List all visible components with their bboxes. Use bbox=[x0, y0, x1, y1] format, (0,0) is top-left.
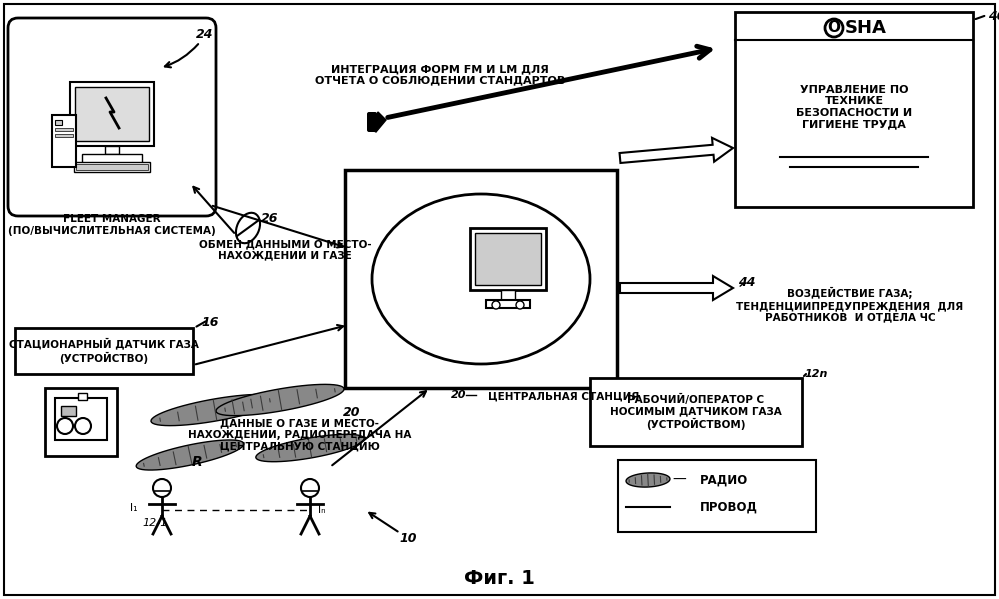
Bar bbox=[76, 164, 148, 170]
Polygon shape bbox=[626, 473, 670, 487]
Bar bbox=[78, 393, 87, 400]
Text: —: — bbox=[672, 473, 685, 487]
Bar bbox=[75, 87, 149, 141]
Text: SHA: SHA bbox=[845, 19, 887, 37]
Text: 12n: 12n bbox=[805, 369, 828, 379]
Text: 20: 20 bbox=[451, 390, 466, 400]
Circle shape bbox=[301, 479, 319, 497]
Circle shape bbox=[516, 301, 524, 309]
Circle shape bbox=[57, 418, 73, 434]
Bar bbox=[55, 120, 62, 125]
Text: УПРАВЛЕНИЕ ПО
ТЕХНИКЕ
БЕЗОПАСНОСТИ И
ГИГИЕНЕ ТРУДА: УПРАВЛЕНИЕ ПО ТЕХНИКЕ БЕЗОПАСНОСТИ И ГИГ… bbox=[796, 84, 912, 129]
Text: ЦЕНТРАЛЬНАЯ СТАНЦИЯ: ЦЕНТРАЛЬНАЯ СТАНЦИЯ bbox=[488, 392, 639, 402]
Polygon shape bbox=[136, 440, 244, 470]
Text: 20: 20 bbox=[344, 406, 361, 419]
Bar bbox=[55, 134, 73, 137]
FancyBboxPatch shape bbox=[8, 18, 216, 216]
Text: ДАННЫЕ О ГАЗЕ И МЕСТО-
НАХОЖДЕНИИ, РАДИОПЕРЕДАЧА НА
ЦЕНТРАЛЬНУЮ СТАНЦИЮ: ДАННЫЕ О ГАЗЕ И МЕСТО- НАХОЖДЕНИИ, РАДИО… bbox=[189, 418, 412, 452]
Circle shape bbox=[75, 418, 91, 434]
Bar bbox=[74, 162, 150, 172]
Circle shape bbox=[492, 301, 500, 309]
Text: 44: 44 bbox=[738, 277, 755, 289]
Bar bbox=[45, 388, 117, 456]
Text: РАДИО: РАДИО bbox=[700, 473, 748, 486]
FancyBboxPatch shape bbox=[367, 112, 377, 132]
Text: 16: 16 bbox=[201, 316, 219, 329]
Text: ИНТЕГРАЦИЯ ФОРМ FM И LM ДЛЯ
ОТЧЕТА О СОБЛЮДЕНИИ СТАНДАРТОВ: ИНТЕГРАЦИЯ ФОРМ FM И LM ДЛЯ ОТЧЕТА О СОБ… bbox=[315, 64, 565, 86]
Bar bbox=[475, 233, 541, 285]
Text: ВОЗДЕЙСТВИЕ ГАЗА;
ТЕНДЕНЦИИПРЕДУПРЕЖДЕНИЯ  ДЛЯ
РАБОТНИКОВ  И ОТДЕЛА ЧС: ВОЗДЕЙСТВИЕ ГАЗА; ТЕНДЕНЦИИПРЕДУПРЕЖДЕНИ… bbox=[736, 288, 964, 323]
Polygon shape bbox=[256, 434, 365, 462]
Text: l₁: l₁ bbox=[130, 503, 138, 513]
Text: 40: 40 bbox=[988, 11, 999, 23]
Bar bbox=[345, 170, 617, 388]
Text: FLEET MANAGER
(ПО/ВЫЧИСЛИТЕЛЬНАЯ СИСТЕМА): FLEET MANAGER (ПО/ВЫЧИСЛИТЕЛЬНАЯ СИСТЕМА… bbox=[8, 214, 216, 236]
Text: СТАЦИОНАРНЫЙ ДАТЧИК ГАЗА
(УСТРОЙСТВО): СТАЦИОНАРНЫЙ ДАТЧИК ГАЗА (УСТРОЙСТВО) bbox=[9, 338, 199, 364]
Bar bbox=[470, 228, 546, 290]
Circle shape bbox=[153, 479, 171, 497]
Text: 24: 24 bbox=[196, 29, 214, 41]
Text: 12-1: 12-1 bbox=[142, 518, 168, 528]
Polygon shape bbox=[620, 276, 733, 300]
Text: ПРОВОД: ПРОВОД bbox=[700, 501, 758, 513]
Bar bbox=[735, 12, 973, 207]
Polygon shape bbox=[151, 394, 279, 426]
Text: Фиг. 1: Фиг. 1 bbox=[464, 568, 534, 588]
Bar bbox=[52, 115, 76, 167]
Text: O: O bbox=[827, 20, 840, 35]
Text: 10: 10 bbox=[400, 531, 417, 544]
Bar bbox=[501, 290, 515, 300]
Bar bbox=[590, 378, 802, 446]
Bar bbox=[82, 154, 142, 164]
Polygon shape bbox=[619, 138, 733, 163]
Bar bbox=[486, 300, 530, 308]
Text: R: R bbox=[192, 455, 203, 469]
Text: 26: 26 bbox=[262, 211, 279, 225]
Bar bbox=[61, 406, 76, 416]
Text: РАБОЧИЙ/ОПЕРАТОР С
НОСИМЫМ ДАТЧИКОМ ГАЗА
(УСТРОЙСТВОМ): РАБОЧИЙ/ОПЕРАТОР С НОСИМЫМ ДАТЧИКОМ ГАЗА… bbox=[610, 394, 782, 431]
Bar bbox=[105, 146, 119, 154]
Polygon shape bbox=[368, 112, 386, 132]
Bar bbox=[70, 82, 154, 146]
Bar bbox=[15, 328, 193, 374]
Polygon shape bbox=[216, 385, 344, 416]
Text: lₙ: lₙ bbox=[318, 505, 326, 515]
Bar bbox=[55, 128, 73, 131]
Text: ОБМЕН ДАННЫМИ О МЕСТО-
НАХОЖДЕНИИ И ГАЗЕ: ОБМЕН ДАННЫМИ О МЕСТО- НАХОЖДЕНИИ И ГАЗЕ bbox=[199, 239, 372, 261]
Bar bbox=[618, 460, 816, 532]
Bar bbox=[55, 398, 107, 440]
